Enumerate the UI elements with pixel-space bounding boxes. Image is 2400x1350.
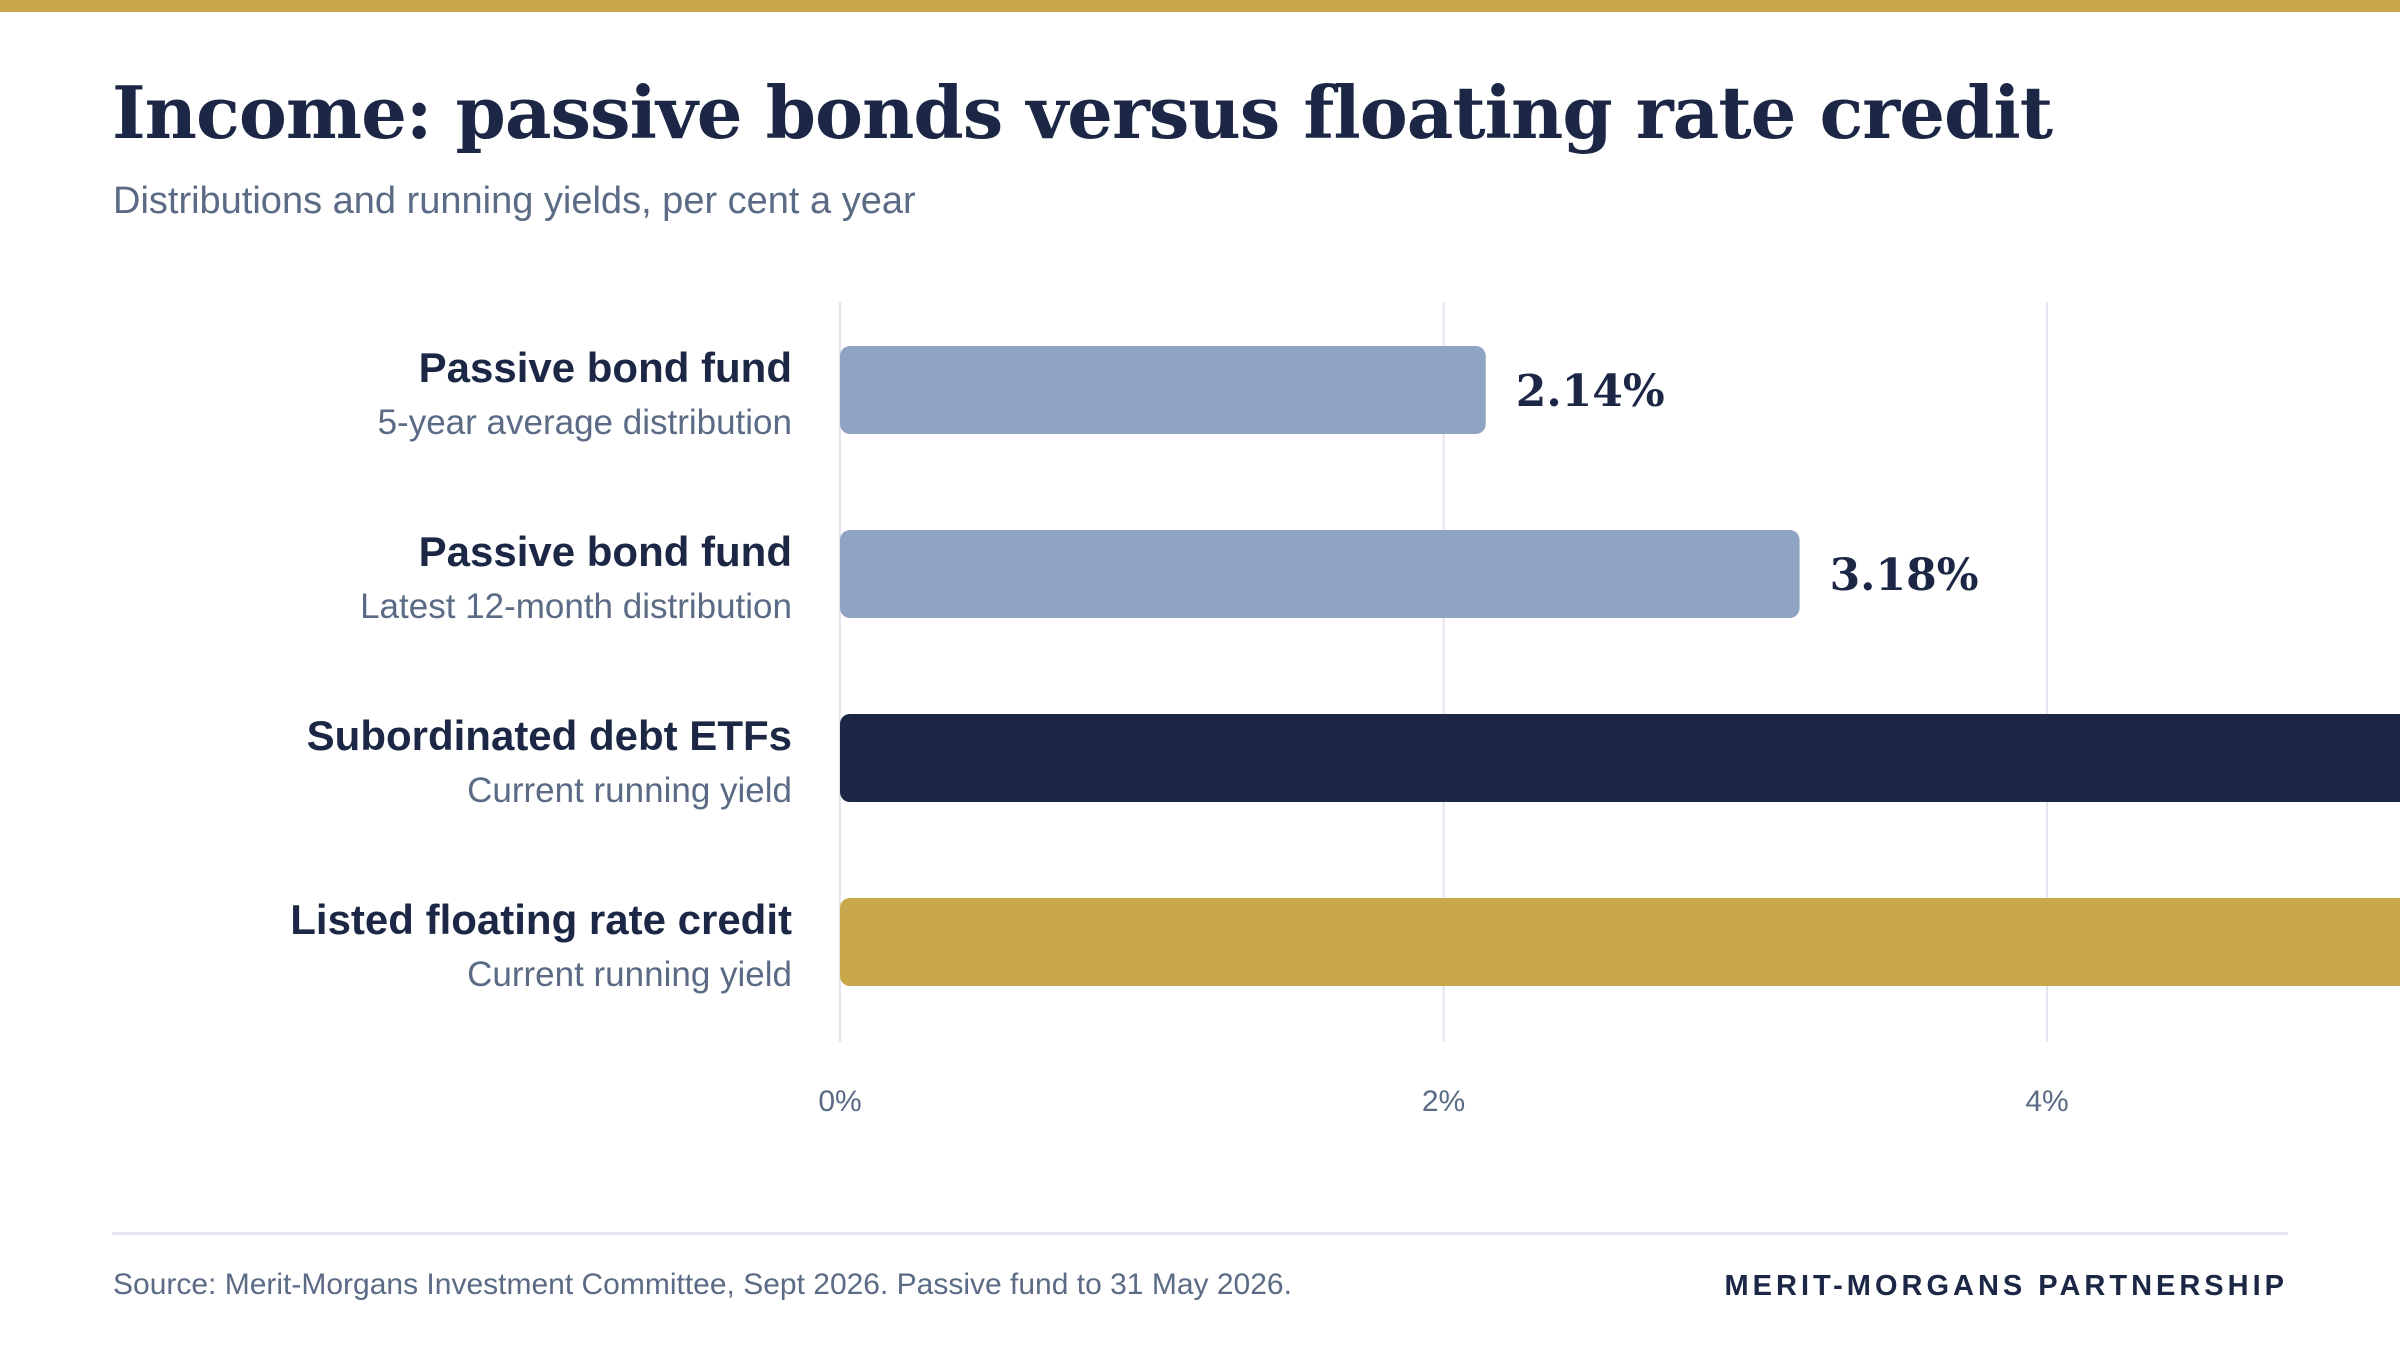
category-sublabel: 5-year average distribution xyxy=(378,403,792,442)
bar xyxy=(840,530,1800,618)
bar xyxy=(840,346,1486,434)
category-sublabel: Current running yield xyxy=(467,771,792,810)
brand-wordmark: MERIT-MORGANS PARTNERSHIP xyxy=(1724,1270,2288,1302)
category-label: Subordinated debt ETFs xyxy=(307,712,792,759)
x-tick-label: 2% xyxy=(1422,1085,1465,1118)
category-sublabel: Latest 12-month distribution xyxy=(360,587,792,626)
chart-title: Income: passive bonds versus floating ra… xyxy=(112,70,2053,155)
category-sublabel: Current running yield xyxy=(467,955,792,994)
footer-divider xyxy=(112,1232,2288,1235)
source-note: Source: Merit-Morgans Investment Committ… xyxy=(113,1268,1292,1301)
bar xyxy=(840,898,2400,986)
bar xyxy=(840,714,2400,802)
x-tick-label: 4% xyxy=(2025,1085,2068,1118)
chart-subtitle: Distributions and running yields, per ce… xyxy=(113,180,916,222)
bar-value-label: 3.18% xyxy=(1830,550,1979,601)
category-label: Passive bond fund xyxy=(419,528,792,575)
category-label: Listed floating rate credit xyxy=(290,896,792,943)
x-tick-label: 0% xyxy=(818,1085,861,1118)
top-accent-bar xyxy=(0,0,2400,12)
bar-value-label: 2.14% xyxy=(1516,366,1665,417)
category-label: Passive bond fund xyxy=(419,344,792,391)
